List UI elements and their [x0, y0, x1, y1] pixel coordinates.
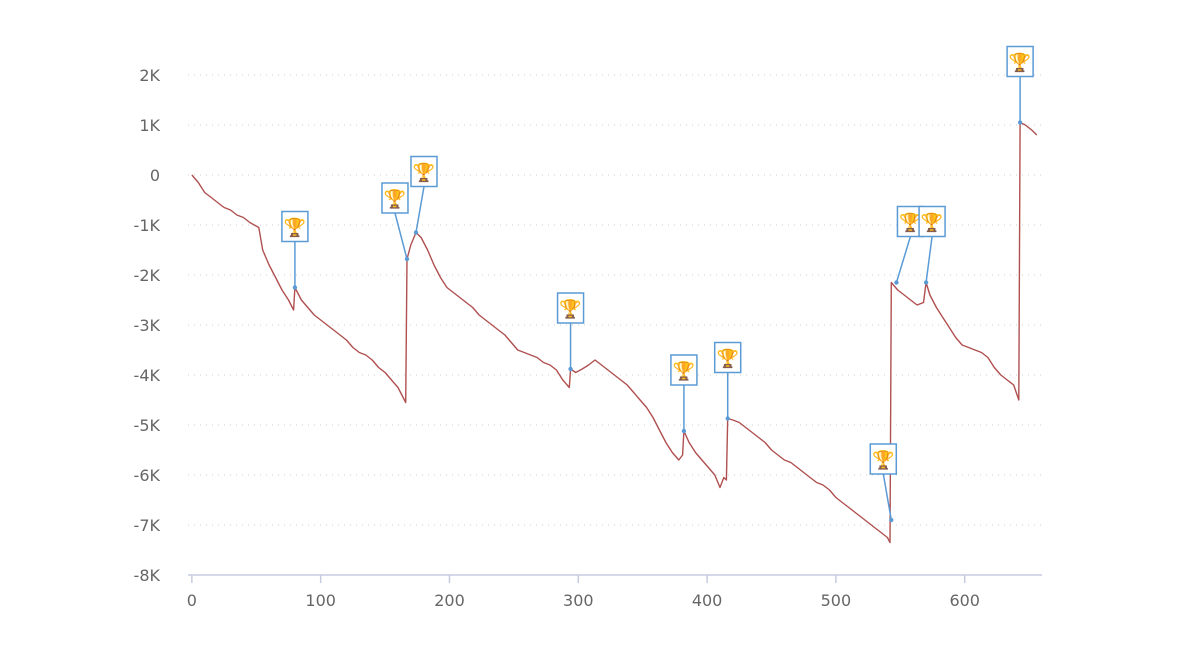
marker-point [923, 280, 929, 285]
annotation-marker[interactable]: 🏆 [381, 182, 410, 262]
y-tick-label: 2K [139, 66, 160, 85]
y-tick-label: -8K [134, 566, 161, 585]
annotation-marker[interactable]: 🏆 [556, 292, 585, 372]
marker-box [410, 155, 438, 188]
series-line-cumulative [191, 121, 1038, 544]
trophy-icon: 🏆 [899, 212, 921, 234]
series [191, 121, 1038, 544]
y-tick-label: -2K [134, 266, 161, 285]
marker-leader-line [882, 473, 893, 521]
trophy-icon: 🏆 [872, 449, 894, 471]
annotation-marker[interactable]: 🏆 [1006, 45, 1034, 125]
x-tick-label: 200 [434, 591, 465, 610]
trophy-icon: 🏆 [673, 360, 695, 382]
marker-leader-line [925, 236, 933, 283]
annotation-marker[interactable]: 🏆 [670, 354, 698, 434]
marker-box [918, 205, 946, 238]
x-tick-label: 300 [563, 591, 594, 610]
marker-leader-line [394, 212, 408, 260]
marker-leader-line [415, 186, 425, 233]
marker-box [713, 341, 742, 374]
marker-point [681, 428, 687, 434]
marker-point [413, 230, 419, 235]
trophy-icon: 🏆 [284, 217, 306, 239]
marker-point [725, 416, 730, 421]
annotation-marker[interactable]: 🏆 [281, 210, 309, 290]
y-tick-label: -1K [134, 216, 161, 235]
x-tick-label: 400 [692, 591, 723, 610]
marker-point [568, 366, 573, 372]
x-tick-label: 100 [305, 591, 336, 610]
annotation-marker[interactable]: 🏆 [713, 341, 742, 421]
marker-point [889, 517, 894, 523]
y-tick-label: -6K [134, 466, 161, 485]
y-tick-label: 1K [139, 116, 160, 135]
marker-box [556, 292, 585, 324]
x-axis-ticks: 0 100 200 300 400 500 600 [187, 575, 980, 610]
trophy-icon: 🏆 [921, 212, 943, 234]
marker-point [292, 285, 298, 290]
y-tick-label: -7K [134, 516, 161, 535]
annotation-marker[interactable]: 🏆 [918, 205, 946, 285]
annotation-marker[interactable]: 🏆 [410, 155, 438, 235]
marker-leader-line [895, 236, 912, 283]
marker-box [1006, 45, 1034, 78]
trophy-icon: 🏆 [559, 298, 581, 320]
y-tick-label: -4K [134, 366, 161, 385]
y-tick-label: -5K [134, 416, 161, 435]
annotation-marker[interactable]: 🏆 [869, 443, 898, 523]
y-tick-label: -3K [134, 316, 161, 335]
annotation-markers: 🏆🏆🏆🏆🏆🏆🏆🏆 🏆🏆 [281, 45, 1034, 523]
marker-point [1017, 120, 1023, 125]
y-tick-label: 0 [150, 166, 160, 185]
trophy-icon: 🏆 [716, 348, 738, 370]
grid-lines [188, 74, 1042, 526]
trophy-icon: 🏆 [384, 188, 406, 210]
marker-box [670, 354, 698, 386]
x-tick-label: 500 [821, 591, 852, 610]
x-tick-label: 0 [187, 591, 197, 610]
marker-point [894, 280, 899, 285]
marker-point [404, 256, 410, 262]
marker-box [381, 182, 409, 214]
marker-box [869, 443, 898, 475]
x-tick-label: 600 [949, 591, 980, 610]
marker-box [281, 210, 309, 243]
trophy-icon: 🏆 [413, 162, 435, 184]
trophy-icon: 🏆 [1009, 52, 1031, 74]
y-axis-ticks: 2K 1K 0 -1K -2K -3K -4K -5K -6K -7K -8K [134, 66, 161, 585]
